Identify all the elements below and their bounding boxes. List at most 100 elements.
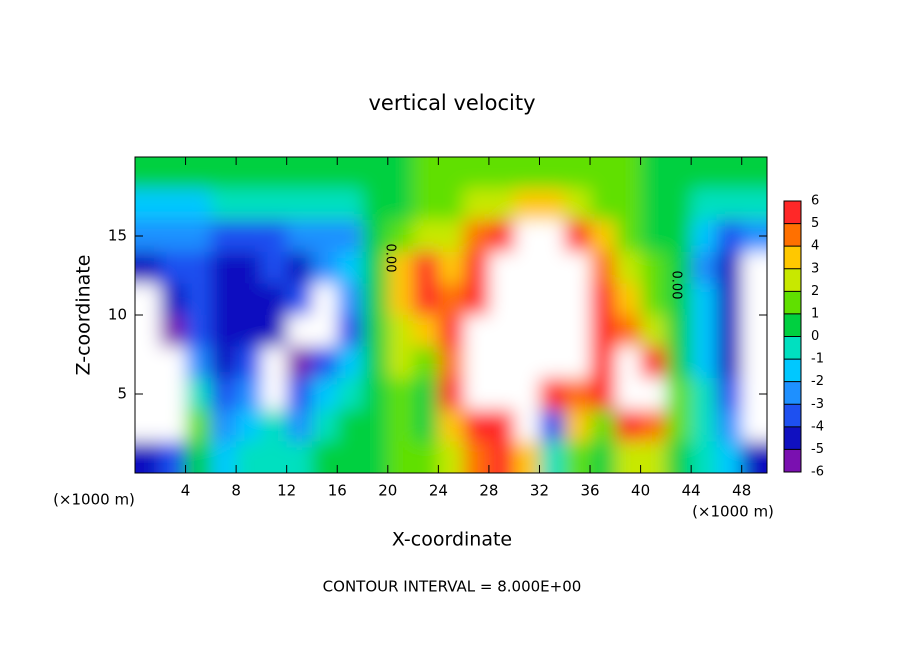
heatmap-cell xyxy=(564,409,591,442)
heatmap-cell xyxy=(640,315,667,348)
heatmap-cell xyxy=(261,409,288,442)
heatmap-cell xyxy=(185,346,212,379)
heatmap-cell xyxy=(665,188,692,221)
heatmap-cell xyxy=(210,283,237,316)
heatmap-cell xyxy=(135,251,161,284)
heatmap-cell xyxy=(539,220,566,253)
x-tick-label: 4 xyxy=(181,482,191,500)
colorbar-swatch xyxy=(784,268,801,292)
heatmap-cell xyxy=(539,346,566,379)
heatmap-cell xyxy=(590,188,616,221)
heatmap-cell xyxy=(716,188,743,221)
heatmap-cell xyxy=(514,188,540,221)
heatmap-cell xyxy=(236,220,262,253)
heatmap-cell xyxy=(665,283,692,316)
heatmap-cell xyxy=(236,283,262,316)
heatmap-cell xyxy=(160,378,187,411)
heatmap-cell xyxy=(640,251,667,284)
colorbar-tick-label: 6 xyxy=(811,194,819,209)
heatmap-cells xyxy=(135,157,767,473)
heatmap-cell xyxy=(640,378,667,411)
heatmap-cell xyxy=(615,315,642,348)
x-axis-label: X-coordinate xyxy=(392,529,512,551)
heatmap-cell xyxy=(160,409,187,442)
heatmap-cell xyxy=(488,315,515,348)
heatmap-cell xyxy=(210,409,237,442)
x-tick-label: 12 xyxy=(277,482,296,500)
heatmap-cell xyxy=(236,188,262,221)
heatmap-cell xyxy=(716,378,743,411)
colorbar-tick-label: -1 xyxy=(811,352,824,367)
heatmap-cell xyxy=(665,441,692,473)
heatmap-cell xyxy=(564,188,591,221)
x-unit-right: (×1000 m) xyxy=(692,503,774,521)
heatmap-cell xyxy=(261,251,288,284)
colorbar-tick-label: 5 xyxy=(811,216,819,231)
heatmap-cell xyxy=(488,188,515,221)
x-tick-label: 36 xyxy=(580,482,599,500)
heatmap-cell xyxy=(615,188,642,221)
colorbar-tick-label: -2 xyxy=(811,374,824,389)
heatmap-cell xyxy=(716,346,743,379)
heatmap-cell xyxy=(488,409,515,442)
heatmap-cell xyxy=(185,157,212,190)
heatmap-cell xyxy=(311,441,338,473)
x-tick-label: 24 xyxy=(429,482,448,500)
colorbar-tick-label: 0 xyxy=(811,329,819,344)
colorbar-swatch xyxy=(784,449,801,473)
heatmap-cell xyxy=(160,157,187,190)
heatmap-cell xyxy=(741,346,767,379)
heatmap-cell xyxy=(463,346,490,379)
heatmap-cell xyxy=(236,251,262,284)
heatmap-cell xyxy=(337,251,364,284)
heatmap-cell xyxy=(438,346,465,379)
colorbar-tick-label: -5 xyxy=(811,442,824,457)
colorbar-tick-label: -6 xyxy=(811,465,824,480)
heatmap-cell xyxy=(514,441,540,473)
heatmap-cell xyxy=(160,441,187,473)
contour-label: 0.00 xyxy=(383,244,398,273)
heatmap-cell xyxy=(438,188,465,221)
heatmap-cell xyxy=(311,378,338,411)
heatmap-cell xyxy=(210,441,237,473)
contour-label: 0.00 xyxy=(669,271,684,300)
heatmap-cell xyxy=(615,346,642,379)
heatmap-cell xyxy=(311,157,338,190)
heatmap-cell xyxy=(463,251,490,284)
heatmap-cell xyxy=(590,378,616,411)
heatmap-cell xyxy=(387,409,414,442)
heatmap-cell xyxy=(716,283,743,316)
heatmap-cell xyxy=(210,251,237,284)
heatmap-cell xyxy=(615,157,642,190)
heatmap-cell xyxy=(261,157,288,190)
heatmap-cell xyxy=(514,251,540,284)
colorbar-swatch xyxy=(784,313,801,337)
heatmap-cell xyxy=(741,441,767,473)
heatmap-cell xyxy=(539,441,566,473)
heatmap-cell xyxy=(135,409,161,442)
y-tick-label: 15 xyxy=(108,227,127,245)
heatmap-cell xyxy=(185,378,212,411)
heatmap-cell xyxy=(564,441,591,473)
heatmap-cell xyxy=(236,346,262,379)
colorbar-tick-label: 3 xyxy=(811,261,819,276)
heatmap-cell xyxy=(311,409,338,442)
heatmap-cell xyxy=(362,188,389,221)
heatmap-cell xyxy=(261,220,288,253)
heatmap-cell xyxy=(413,441,439,473)
heatmap-cell xyxy=(210,378,237,411)
heatmap-cell xyxy=(362,441,389,473)
heatmap-cell xyxy=(741,251,767,284)
heatmap-cell xyxy=(564,283,591,316)
heatmap-cell xyxy=(311,283,338,316)
heatmap-cell xyxy=(615,409,642,442)
colorbar-swatch xyxy=(784,223,801,247)
heatmap-cell xyxy=(716,157,743,190)
heatmap-cell xyxy=(286,409,313,442)
heatmap-cell xyxy=(716,315,743,348)
heatmap-cell xyxy=(640,441,667,473)
x-tick-label: 20 xyxy=(378,482,397,500)
heatmap-cell xyxy=(488,283,515,316)
heatmap-cell xyxy=(640,346,667,379)
